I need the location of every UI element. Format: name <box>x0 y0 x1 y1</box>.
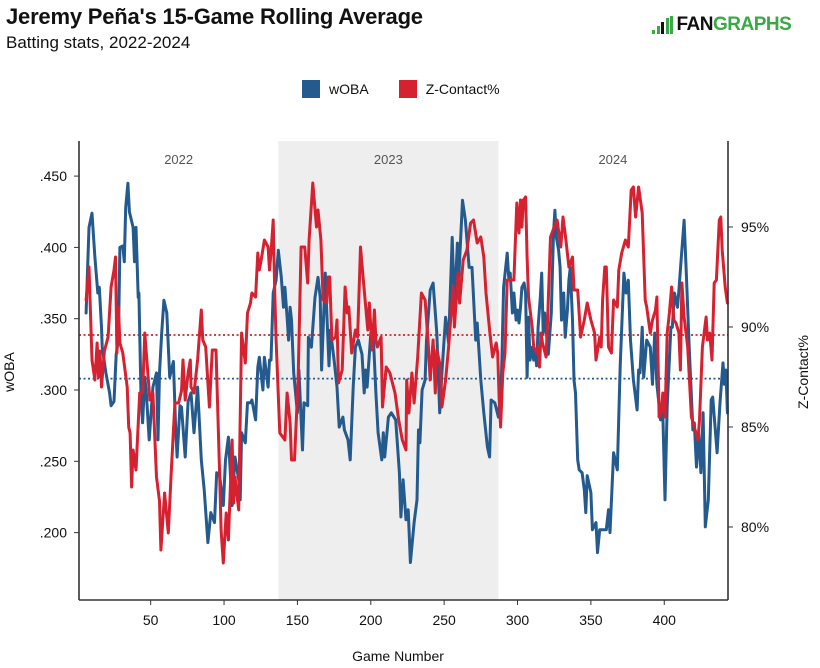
legend-item-zcontact: Z-Contact% <box>398 80 500 98</box>
chart-legend: wOBA Z-Contact% <box>302 80 530 98</box>
y-left-tick-label: .400 <box>40 239 67 255</box>
logo-bars-icon <box>652 16 675 34</box>
x-tick-label-200: 200 <box>359 612 383 628</box>
y-axis-right-title: Z-Contact% <box>795 335 811 409</box>
y-right-tick-label: 95% <box>741 219 769 235</box>
y-right-tick-label: 90% <box>741 319 769 335</box>
y-left-tick-label: .300 <box>40 382 67 398</box>
chart-title: Jeremy Peña's 15-Game Rolling Average <box>6 4 423 29</box>
fangraphs-logo: FAN GRAPHS <box>652 14 792 36</box>
x-tick-label-150: 150 <box>286 612 310 628</box>
x-tick-label-350: 350 <box>579 612 603 628</box>
x-tick-label-400: 400 <box>653 612 677 628</box>
x-tick-label-50: 50 <box>143 612 159 628</box>
season-label-2023: 2023 <box>374 152 403 167</box>
legend-swatch-woba <box>302 80 320 98</box>
series-line-zcontact <box>84 181 729 565</box>
legend-label-woba: wOBA <box>329 81 369 97</box>
x-tick-label-100: 100 <box>212 612 236 628</box>
season-label-2024: 2024 <box>598 152 627 167</box>
y-left-tick-label: .450 <box>40 168 67 184</box>
legend-swatch-zcontact <box>398 80 417 98</box>
axes: 50 100 150 200 250 300 350 400 .200 .250 .300 .350.… <box>40 141 769 628</box>
season-labels: 2022 2023 2024 <box>164 152 627 167</box>
y-left-tick-label: .350 <box>40 311 67 327</box>
logo-graphs-text: GRAPHS <box>713 14 792 35</box>
y-axis-left-title: wOBA <box>1 352 17 393</box>
logo-fan-text: FAN <box>676 14 714 35</box>
x-tick-label-300: 300 <box>506 612 530 628</box>
series-line-woba <box>84 181 729 564</box>
y-right-tick-label: 80% <box>741 519 769 535</box>
x-axis-title: Game Number <box>352 648 444 664</box>
y-right-tick-label: 85% <box>741 419 769 435</box>
season-label-2022: 2022 <box>164 152 193 167</box>
chart-subtitle: Batting stats, 2022-2024 <box>6 33 191 52</box>
legend-item-woba: wOBA <box>302 80 369 98</box>
series-lines <box>84 181 729 565</box>
y-left-tick-label: .250 <box>40 453 67 469</box>
y-left-tick-label: .200 <box>40 525 67 541</box>
x-tick-label-250: 250 <box>432 612 456 628</box>
legend-label-zcontact: Z-Contact% <box>425 81 500 97</box>
